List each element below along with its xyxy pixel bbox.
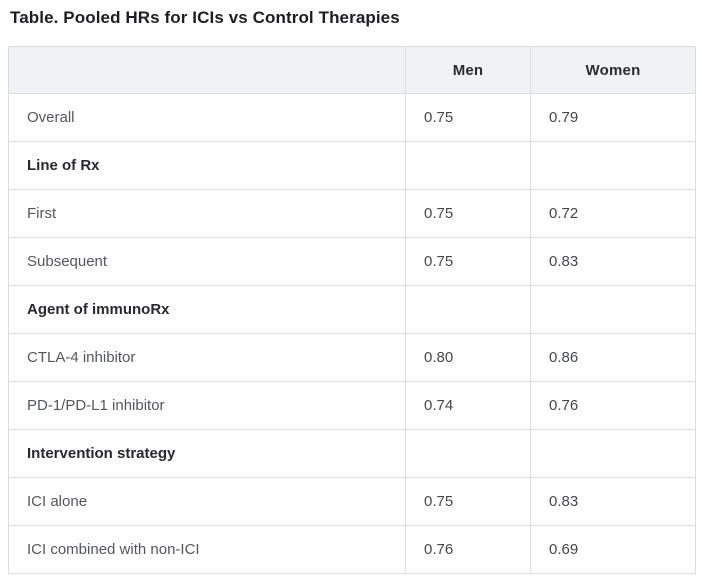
section-label: Line of Rx: [8, 141, 406, 190]
men-value: 0.75: [405, 93, 531, 142]
women-value: 0.83: [530, 237, 696, 286]
row-label: ICI alone: [8, 477, 406, 526]
table-row: Subsequent 0.75 0.83: [8, 237, 696, 286]
table-row: PD-1/PD-L1 inhibitor 0.74 0.76: [8, 381, 696, 430]
men-value: 0.74: [405, 381, 531, 430]
men-value: 0.80: [405, 333, 531, 382]
women-value: [530, 429, 696, 478]
table-title: Table. Pooled HRs for ICIs vs Control Th…: [10, 8, 400, 27]
table-row: CTLA-4 inhibitor 0.80 0.86: [8, 333, 696, 382]
men-value: 0.75: [405, 237, 531, 286]
table-row: ICI combined with non-ICI 0.76 0.69: [8, 525, 696, 574]
women-value: 0.79: [530, 93, 696, 142]
section-row: Agent of immunoRx: [8, 285, 696, 334]
women-value: 0.76: [530, 381, 696, 430]
women-value: [530, 141, 696, 190]
header-row: Men Women: [8, 46, 696, 94]
row-label: PD-1/PD-L1 inhibitor: [8, 381, 406, 430]
row-label: Overall: [8, 93, 406, 142]
table-row: Overall 0.75 0.79: [8, 93, 696, 142]
women-value: [530, 285, 696, 334]
men-value: [405, 429, 531, 478]
women-value: 0.69: [530, 525, 696, 574]
row-label: CTLA-4 inhibitor: [8, 333, 406, 382]
women-value: 0.72: [530, 189, 696, 238]
women-value: 0.83: [530, 477, 696, 526]
table-row: First 0.75 0.72: [8, 189, 696, 238]
men-value: 0.75: [405, 189, 531, 238]
men-value: 0.75: [405, 477, 531, 526]
men-value: [405, 285, 531, 334]
pooled-hr-table: Men Women Overall 0.75 0.79 Line of Rx F…: [8, 46, 696, 574]
section-row: Line of Rx: [8, 141, 696, 190]
row-label: ICI combined with non-ICI: [8, 525, 406, 574]
section-label: Agent of immunoRx: [8, 285, 406, 334]
section-row: Intervention strategy: [8, 429, 696, 478]
header-men: Men: [405, 46, 531, 94]
women-value: 0.86: [530, 333, 696, 382]
header-empty-cell: [8, 46, 406, 94]
men-value: [405, 141, 531, 190]
row-label: First: [8, 189, 406, 238]
section-label: Intervention strategy: [8, 429, 406, 478]
table-row: ICI alone 0.75 0.83: [8, 477, 696, 526]
row-label: Subsequent: [8, 237, 406, 286]
men-value: 0.76: [405, 525, 531, 574]
header-women: Women: [530, 46, 696, 94]
